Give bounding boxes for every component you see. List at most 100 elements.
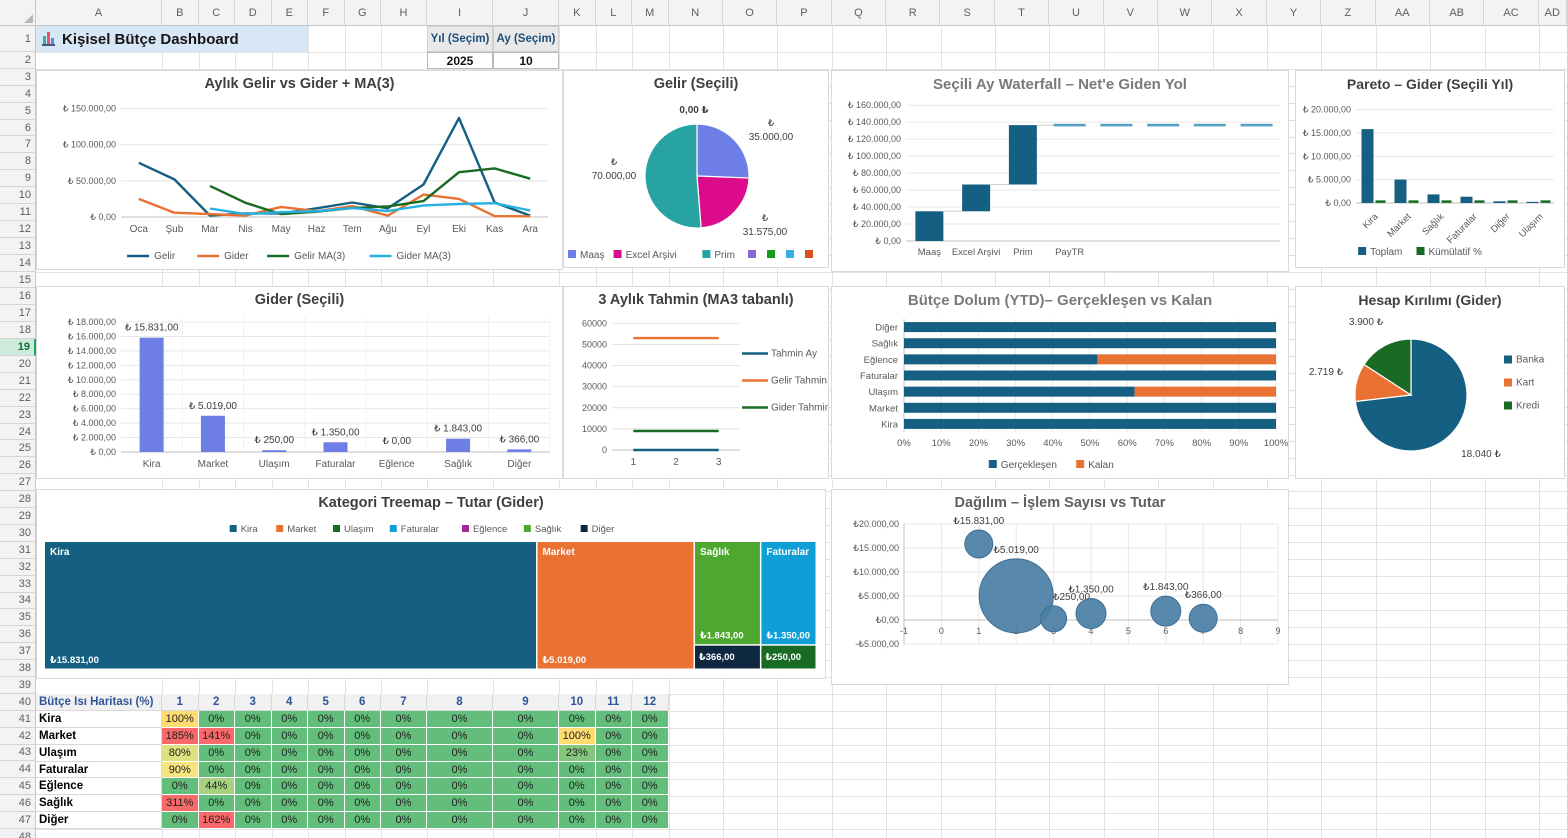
column-header-W[interactable]: W: [1158, 0, 1213, 26]
heatmap-cell[interactable]: 0%: [493, 812, 559, 830]
heatmap-cell[interactable]: 162%: [198, 812, 235, 830]
heatmap-cell[interactable]: 0%: [198, 795, 235, 813]
row-header-3[interactable]: 3: [0, 68, 36, 86]
row-header-10[interactable]: 10: [0, 187, 36, 205]
heatmap-cell[interactable]: 0%: [235, 710, 272, 728]
heatmap-cell[interactable]: 0%: [344, 778, 381, 796]
chart-budget-fill[interactable]: Bütçe Dolum (YTD)– Gerçekleşen vs Kalan …: [831, 286, 1289, 479]
heatmap-cell[interactable]: 0%: [271, 727, 308, 745]
heatmap-cell[interactable]: 0%: [308, 812, 345, 830]
row-header-15[interactable]: 15: [0, 271, 36, 289]
heatmap-cell[interactable]: 0%: [632, 812, 669, 830]
column-header-V[interactable]: V: [1103, 0, 1159, 26]
row-header-32[interactable]: 32: [0, 558, 36, 576]
row-header-1[interactable]: 1: [0, 26, 36, 52]
heatmap-cell[interactable]: 0%: [235, 812, 272, 830]
column-header-N[interactable]: N: [668, 0, 723, 26]
heatmap-cell[interactable]: 100%: [162, 710, 199, 728]
heatmap-row-label-sağlık[interactable]: Sağlık: [36, 795, 162, 813]
heatmap-cell[interactable]: 44%: [198, 778, 235, 796]
heatmap-cell[interactable]: 0%: [271, 812, 308, 830]
column-header-Z[interactable]: Z: [1321, 0, 1376, 26]
heatmap-cell[interactable]: 0%: [271, 710, 308, 728]
heatmap-month-header-8[interactable]: 8: [427, 694, 493, 711]
heatmap-cell[interactable]: 0%: [344, 744, 381, 762]
heatmap-cell[interactable]: 0%: [235, 744, 272, 762]
chart-waterfall[interactable]: Seçili Ay Waterfall – Net'e Giden Yol ₺ …: [831, 70, 1289, 272]
heatmap-cell[interactable]: 0%: [381, 727, 427, 745]
heatmap-cell[interactable]: 0%: [632, 710, 669, 728]
row-header-23[interactable]: 23: [0, 406, 36, 424]
heatmap-row-label-kira[interactable]: Kira: [36, 710, 162, 728]
column-header-B[interactable]: B: [162, 0, 199, 26]
column-header-A[interactable]: A: [36, 0, 162, 26]
row-header-4[interactable]: 4: [0, 85, 36, 103]
heatmap-cell[interactable]: 0%: [271, 795, 308, 813]
row-header-6[interactable]: 6: [0, 119, 36, 137]
column-header-Q[interactable]: Q: [831, 0, 887, 26]
row-header-46[interactable]: 46: [0, 795, 36, 813]
heatmap-cell[interactable]: 0%: [427, 727, 493, 745]
heatmap-month-header-12[interactable]: 12: [632, 694, 669, 711]
row-header-44[interactable]: 44: [0, 761, 36, 779]
heatmap-cell[interactable]: 0%: [235, 727, 272, 745]
heatmap-cell[interactable]: 23%: [559, 744, 596, 762]
heatmap-month-header-7[interactable]: 7: [381, 694, 427, 711]
row-header-7[interactable]: 7: [0, 136, 36, 154]
row-header-22[interactable]: 22: [0, 389, 36, 407]
row-header-11[interactable]: 11: [0, 204, 36, 221]
row-header-20[interactable]: 20: [0, 356, 36, 373]
column-header-R[interactable]: R: [886, 0, 941, 26]
row-header-25[interactable]: 25: [0, 440, 36, 458]
column-header-E[interactable]: E: [271, 0, 308, 26]
heatmap-cell[interactable]: 0%: [271, 744, 308, 762]
heatmap-cell[interactable]: 80%: [162, 744, 199, 762]
heatmap-cell[interactable]: 0%: [381, 710, 427, 728]
heatmap-cell[interactable]: 0%: [427, 778, 493, 796]
heatmap-cell[interactable]: 0%: [595, 761, 632, 779]
chart-expense-bar[interactable]: Gider (Seçili) ₺ 0,00 ₺ 2.000,00 ₺ 4.000,0…: [36, 286, 563, 479]
heatmap-row-label-eğlence[interactable]: Eğlence: [36, 778, 162, 796]
heatmap-cell[interactable]: 0%: [632, 727, 669, 745]
chart-pareto[interactable]: Pareto – Gider (Seçili Yıl) ₺ 0,00 ₺ 5.00…: [1295, 70, 1565, 268]
heatmap-title[interactable]: Bütçe Isı Haritası (%): [36, 694, 162, 711]
row-header-42[interactable]: 42: [0, 727, 36, 745]
heatmap-cell[interactable]: 0%: [162, 778, 199, 796]
row-header-36[interactable]: 36: [0, 626, 36, 644]
heatmap-cell[interactable]: 0%: [381, 778, 427, 796]
column-header-P[interactable]: P: [777, 0, 832, 26]
column-header-F[interactable]: F: [308, 0, 345, 26]
heatmap-cell[interactable]: 0%: [595, 795, 632, 813]
row-header-47[interactable]: 47: [0, 812, 36, 829]
heatmap-cell[interactable]: 0%: [427, 812, 493, 830]
column-header-AB[interactable]: AB: [1429, 0, 1485, 26]
heatmap-month-header-2[interactable]: 2: [198, 694, 235, 711]
row-header-30[interactable]: 30: [0, 524, 36, 542]
heatmap-cell[interactable]: 0%: [493, 761, 559, 779]
row-header-5[interactable]: 5: [0, 102, 36, 120]
heatmap-cell[interactable]: 0%: [198, 744, 235, 762]
heatmap-cell[interactable]: 0%: [235, 778, 272, 796]
column-header-Y[interactable]: Y: [1266, 0, 1322, 26]
heatmap-cell[interactable]: 0%: [632, 778, 669, 796]
column-header-U[interactable]: U: [1049, 0, 1104, 26]
heatmap-cell[interactable]: 311%: [162, 795, 199, 813]
column-header-S[interactable]: S: [940, 0, 995, 26]
row-header-38[interactable]: 38: [0, 660, 36, 677]
column-header-X[interactable]: X: [1212, 0, 1267, 26]
select-all-corner[interactable]: [0, 0, 36, 26]
row-header-19[interactable]: 19: [0, 339, 36, 357]
column-header-C[interactable]: C: [198, 0, 235, 26]
row-header-29[interactable]: 29: [0, 508, 36, 525]
heatmap-month-header-5[interactable]: 5: [308, 694, 345, 711]
heatmap-cell[interactable]: 0%: [559, 761, 596, 779]
heatmap-cell[interactable]: 0%: [308, 778, 345, 796]
row-header-43[interactable]: 43: [0, 744, 36, 762]
heatmap-cell[interactable]: 0%: [427, 710, 493, 728]
row-header-21[interactable]: 21: [0, 372, 36, 390]
heatmap-cell[interactable]: 0%: [271, 761, 308, 779]
row-header-41[interactable]: 41: [0, 710, 36, 728]
row-header-39[interactable]: 39: [0, 676, 36, 694]
column-header-K[interactable]: K: [559, 0, 596, 26]
row-header-26[interactable]: 26: [0, 457, 36, 475]
